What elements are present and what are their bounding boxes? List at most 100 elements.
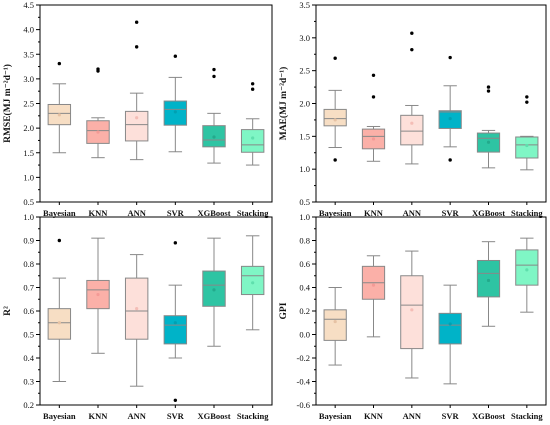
y-tick-label: -0.2 [297, 353, 310, 363]
box-xgboost: XGBoost [197, 237, 231, 421]
mean-marker [486, 278, 491, 283]
y-tick-label: 0.5 [23, 330, 34, 340]
y-tick-label: 0.5 [299, 197, 310, 207]
y-tick-label: 0.8 [23, 259, 34, 269]
y-tick-label: 0.2 [23, 400, 34, 410]
outlier-point [212, 74, 216, 79]
box-ann: ANN [400, 250, 424, 421]
box-ann: ANN [124, 254, 149, 421]
outlier-point [486, 85, 491, 89]
x-tick-label: SVR [167, 411, 185, 421]
box-xgboost: XGBoost [197, 67, 231, 218]
mean-marker [251, 136, 255, 140]
outlier-point [173, 241, 178, 245]
box-svr: SVR [438, 55, 462, 218]
y-tick-label: 0.5 [23, 197, 34, 207]
mean-marker [57, 321, 61, 325]
mean-marker [525, 143, 529, 148]
outlier-point [96, 67, 100, 71]
outlier-point [134, 20, 139, 24]
iqr-box [240, 129, 265, 153]
outlier-point [333, 158, 337, 162]
x-tick-label: ANN [403, 208, 422, 218]
y-axis-label: MAE(MJ m⁻²d⁻¹) [278, 67, 289, 141]
box-ann: ANN [124, 20, 149, 218]
x-tick-label: Bayesian [43, 411, 76, 421]
box-stacking: Stacking [237, 82, 269, 218]
y-tick-label: -0.6 [297, 400, 310, 410]
y-tick-label: 4.5 [23, 0, 34, 10]
box-svr: SVR [163, 54, 188, 218]
y-axis-label: GPI [279, 302, 289, 319]
x-tick-label: Stacking [237, 411, 269, 421]
mean-marker [410, 308, 414, 312]
plot-frame [39, 216, 273, 406]
box-bayesian: Bayesian [43, 61, 76, 218]
iqr-box [163, 315, 188, 345]
x-tick-label: XGBoost [197, 208, 230, 218]
iqr-box [515, 249, 539, 286]
y-tick-label: 0.0 [299, 330, 310, 340]
outlier-point [333, 56, 337, 60]
mean-marker [371, 283, 376, 287]
plot-frame [315, 4, 547, 203]
y-tick-label: 0.9 [23, 236, 34, 246]
iqr-box [438, 312, 462, 345]
x-tick-label: Stacking [237, 208, 269, 218]
y-tick-label: 1.0 [23, 212, 34, 222]
y-tick-label: -0.4 [297, 377, 311, 387]
y-tick-label: 0.4 [23, 353, 34, 363]
x-tick-label: Stacking [511, 208, 543, 218]
mean-marker [448, 322, 452, 326]
y-tick-label: 2.0 [23, 123, 34, 133]
y-tick-label: 2.0 [299, 99, 310, 109]
x-tick-label: KNN [89, 411, 109, 421]
panel-1: 0.5 1.0 1.5 2.0 2.5 3.0 3.5 4.0 4.5 RMSE(MJ m⁻²d⁻… [2, 0, 273, 218]
x-tick-label: Bayesian [319, 208, 352, 218]
outlier-point [448, 158, 452, 162]
box-knn: KNN [361, 255, 386, 421]
outlier-point [57, 238, 62, 243]
y-tick-label: 4.0 [23, 25, 34, 35]
y-tick-label: 0.2 [299, 306, 310, 316]
x-tick-label: XGBoost [472, 411, 505, 421]
box-bayesian: Bayesian [319, 287, 352, 421]
outlier-point [250, 87, 255, 91]
mean-marker [173, 321, 177, 325]
outlier-point [57, 61, 62, 66]
x-tick-label: SVR [167, 208, 185, 218]
box-svr: SVR [163, 241, 188, 421]
outlier-point [173, 54, 178, 58]
mean-marker [486, 140, 491, 144]
x-tick-label: XGBoost [197, 411, 230, 421]
outlier-point [448, 55, 452, 60]
y-tick-label: 1.0 [299, 164, 310, 174]
iqr-box [124, 110, 149, 142]
x-tick-label: XGBoost [472, 208, 505, 218]
y-tick-label: 3.0 [299, 33, 310, 43]
panel-3: 0.2 0.3 0.4 0.5 0.6 0.7 0.8 0.9 1.0 R² Bayesian KNN… [3, 212, 273, 421]
iqr-box [323, 309, 347, 341]
y-tick-label: 1.5 [23, 148, 34, 158]
x-tick-label: Stacking [511, 411, 543, 421]
outlier-point [525, 95, 529, 99]
y-tick-label: 0.7 [23, 283, 34, 293]
iqr-box [400, 114, 424, 146]
box-knn: KNN [86, 67, 110, 218]
mean-marker [410, 121, 414, 125]
x-tick-label: ANN [403, 411, 422, 421]
x-tick-label: KNN [364, 208, 384, 218]
outlier-point [134, 45, 139, 49]
y-tick-label: 0.6 [299, 259, 310, 269]
y-axis-label: R² [3, 306, 13, 316]
iqr-box [240, 265, 265, 296]
x-tick-label: SVR [442, 411, 460, 421]
y-tick-label: 1.0 [23, 172, 34, 182]
y-axis-label: RMSE(MJ m⁻²d⁻¹) [2, 64, 13, 143]
y-tick-label: 0.6 [23, 306, 34, 316]
outlier-point [250, 82, 255, 86]
y-tick-label: 3.5 [299, 0, 310, 10]
x-tick-label: Bayesian [43, 208, 76, 218]
x-tick-label: KNN [89, 208, 109, 218]
